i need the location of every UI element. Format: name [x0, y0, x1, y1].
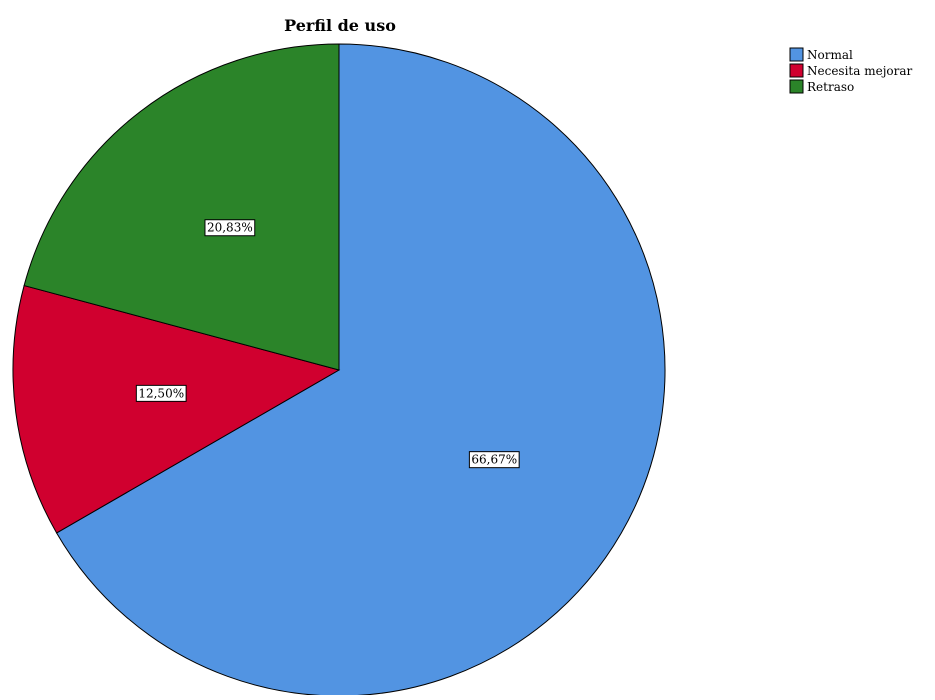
- legend-swatch: [789, 47, 804, 62]
- data-label-box: [468, 451, 520, 469]
- legend-swatch: [789, 63, 804, 78]
- legend-item-normal: Normal: [789, 47, 853, 62]
- legend-label: Necesita mejorar: [807, 64, 913, 78]
- data-label-box: [135, 384, 187, 402]
- legend-label: Retraso: [807, 80, 854, 94]
- data-label-text: 20,83%: [207, 221, 253, 235]
- data-label-text: 12,50%: [138, 386, 184, 400]
- data-label-normal: 66,67%: [468, 451, 520, 469]
- chart-title: Perfil de uso: [284, 16, 396, 35]
- legend-swatch: [789, 79, 804, 94]
- data-label-necesita-mejorar: 12,50%: [135, 384, 187, 402]
- pie-data-labels: 66,67% 12,50% 20,83%: [135, 219, 520, 469]
- legend-item-necesita-mejorar: Necesita mejorar: [789, 63, 913, 78]
- legend-item-retraso: Retraso: [789, 79, 854, 94]
- legend-label: Normal: [807, 48, 853, 62]
- pie-slice-retraso: [23, 43, 340, 371]
- data-label-text: 66,67%: [471, 453, 517, 467]
- pie-slice-necesita-mejorar: [12, 284, 341, 534]
- pie-slice-normal: [55, 43, 666, 697]
- data-label-retraso: 20,83%: [204, 219, 256, 237]
- data-label-box: [204, 219, 256, 237]
- legend: Normal Necesita mejorar Retraso: [789, 47, 913, 94]
- pie-slices: [12, 43, 666, 697]
